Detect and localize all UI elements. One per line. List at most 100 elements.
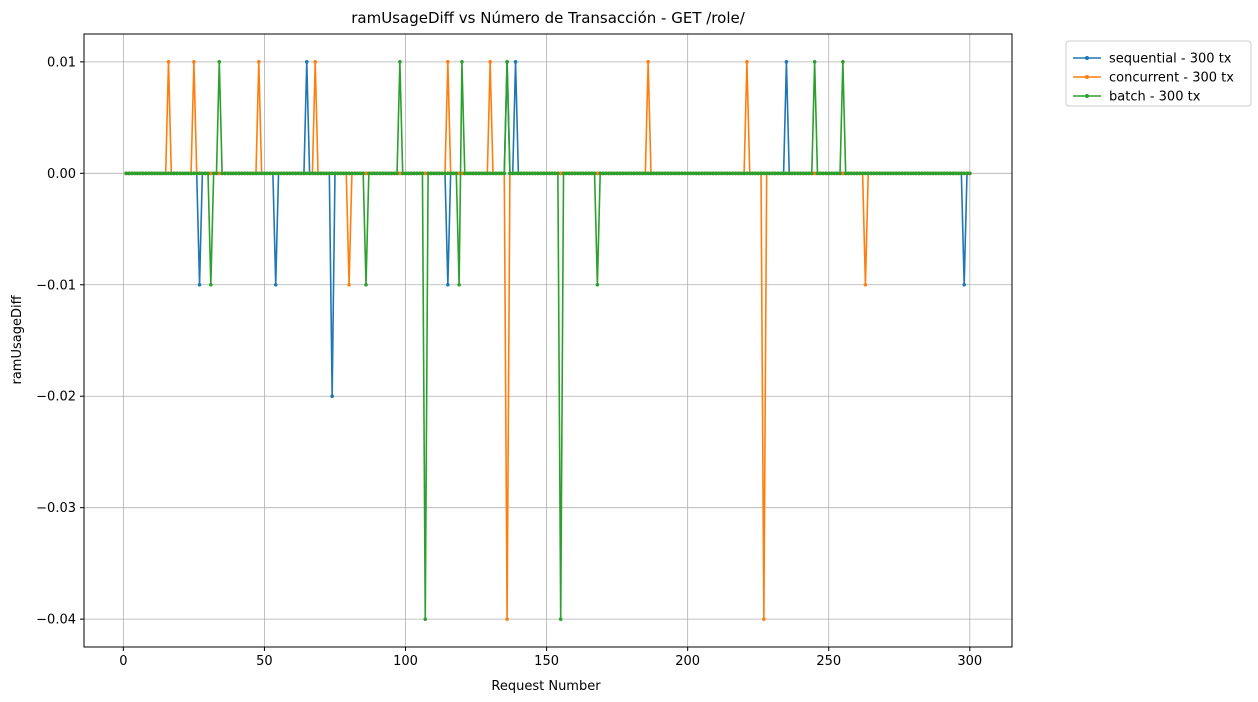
data-point <box>327 171 332 176</box>
data-point <box>812 60 817 64</box>
data-point <box>420 171 425 176</box>
y-tick-label: 0.00 <box>47 167 76 182</box>
data-point <box>508 171 512 176</box>
data-point <box>186 171 191 176</box>
data-point <box>770 171 775 176</box>
data-point <box>936 171 941 176</box>
data-point <box>381 171 385 176</box>
data-point <box>505 60 509 64</box>
data-point <box>454 171 459 176</box>
data-point <box>694 171 698 176</box>
data-point <box>939 171 944 176</box>
x-axis-label: Request Number <box>491 679 601 694</box>
data-point <box>598 171 602 176</box>
data-point <box>722 171 727 176</box>
data-point <box>635 171 639 176</box>
data-point <box>378 171 382 176</box>
data-point <box>742 171 746 176</box>
x-tick-label: 300 <box>957 654 982 669</box>
data-point <box>573 171 577 176</box>
data-point <box>674 171 679 176</box>
data-point <box>759 171 763 176</box>
data-point <box>256 171 261 176</box>
data-point <box>900 171 904 176</box>
data-point <box>889 171 893 176</box>
data-point <box>731 171 735 176</box>
data-point <box>282 171 286 176</box>
data-point <box>259 171 264 176</box>
data-point <box>457 282 461 287</box>
data-point <box>440 171 444 176</box>
plot-frame <box>83 33 1013 648</box>
data-point <box>141 171 145 176</box>
data-point <box>824 171 828 176</box>
data-point <box>880 171 885 176</box>
data-point <box>920 171 924 176</box>
legend-frame <box>1065 40 1252 107</box>
data-point <box>589 171 594 176</box>
data-point <box>149 171 154 176</box>
data-point <box>341 171 346 176</box>
data-point <box>609 171 614 176</box>
data-point <box>666 171 670 176</box>
data-point <box>423 617 428 621</box>
data-point <box>203 171 207 176</box>
data-point <box>319 171 323 176</box>
data-point <box>934 171 938 176</box>
data-point <box>750 171 755 176</box>
data-point <box>767 171 772 176</box>
data-point <box>431 171 436 176</box>
x-tick-label: 0 <box>119 654 127 669</box>
data-point <box>177 171 182 176</box>
data-point <box>632 171 636 176</box>
data-point <box>446 282 450 287</box>
data-point <box>956 171 961 176</box>
data-point <box>488 60 492 64</box>
legend-swatch-marker <box>1085 56 1089 60</box>
data-point <box>584 171 588 176</box>
data-point <box>375 171 380 176</box>
data-point <box>135 171 140 176</box>
data-point <box>728 171 732 176</box>
data-point <box>561 171 566 176</box>
data-point <box>392 171 397 176</box>
data-point <box>158 171 162 176</box>
data-point <box>945 171 950 176</box>
data-point <box>330 394 334 399</box>
data-point <box>519 171 523 176</box>
data-point <box>386 171 391 176</box>
data-point <box>753 171 758 176</box>
data-point <box>736 171 741 176</box>
data-point <box>288 171 292 176</box>
data-point <box>962 282 966 287</box>
data-point <box>860 171 865 176</box>
data-point <box>908 171 913 176</box>
data-point <box>968 171 972 176</box>
data-point <box>324 171 329 176</box>
data-point <box>144 171 148 176</box>
data-point <box>804 171 808 176</box>
data-point <box>931 171 935 176</box>
data-point <box>358 171 363 176</box>
data-point <box>471 171 476 176</box>
y-tick-label: −0.02 <box>36 390 76 405</box>
data-point <box>364 282 368 287</box>
data-point <box>451 171 456 176</box>
data-point <box>276 171 281 176</box>
data-point <box>338 171 343 176</box>
data-point <box>905 171 910 176</box>
data-point <box>612 171 617 176</box>
data-point <box>942 171 947 176</box>
data-point <box>953 171 958 176</box>
series-line <box>126 61 970 620</box>
data-point <box>367 171 371 176</box>
series-layer <box>124 60 972 621</box>
data-point <box>841 60 845 64</box>
data-point <box>237 171 241 176</box>
data-point <box>866 171 871 176</box>
data-point <box>773 171 777 176</box>
data-point <box>623 171 628 176</box>
data-point <box>852 171 856 176</box>
data-point <box>482 171 487 176</box>
data-point <box>784 60 789 64</box>
